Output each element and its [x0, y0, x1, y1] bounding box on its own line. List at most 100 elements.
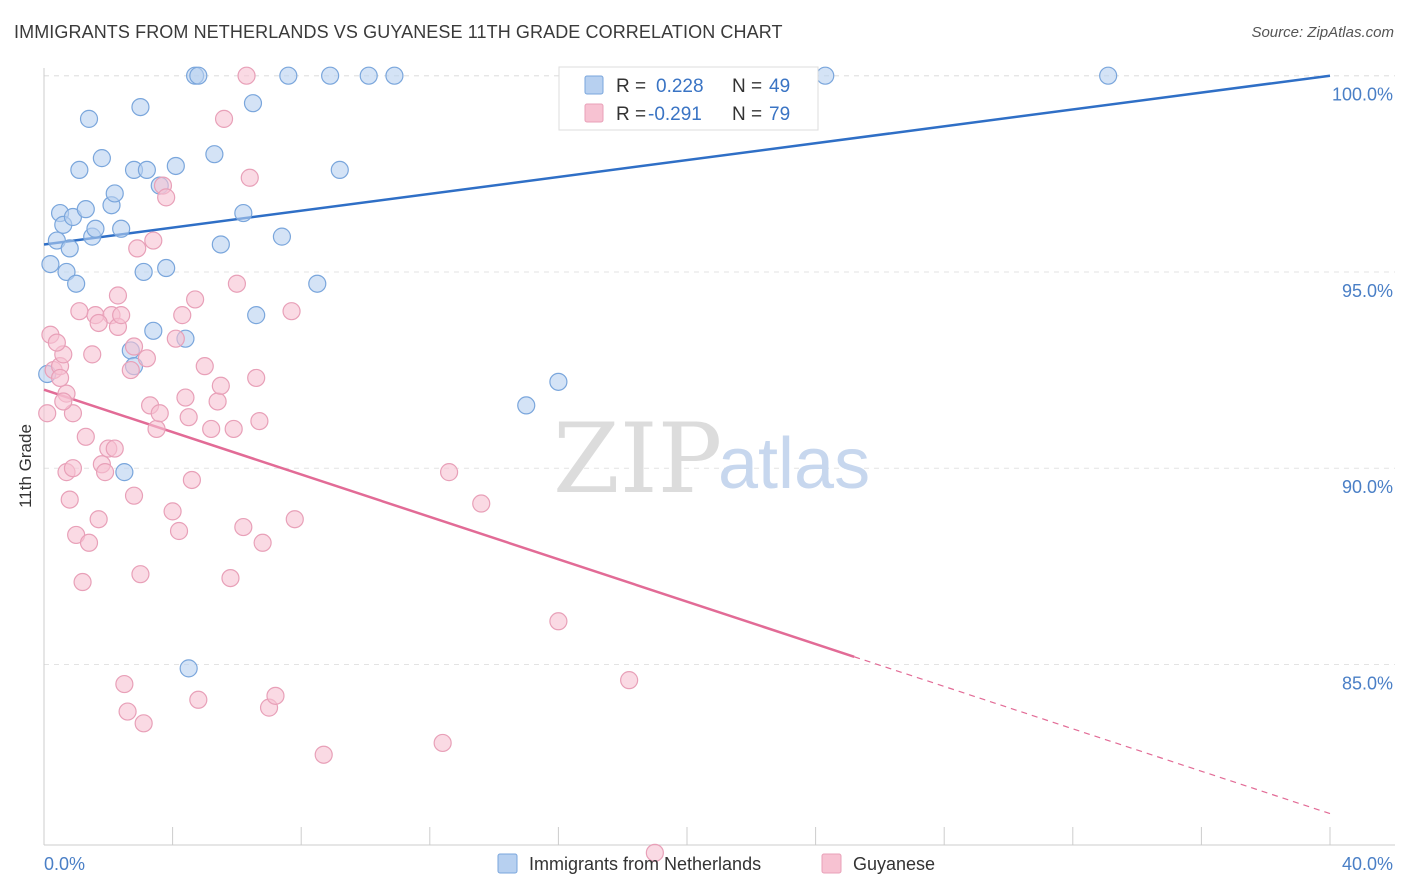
point-guyanese	[266, 686, 285, 705]
point-guyanese	[63, 404, 83, 423]
point-guyanese	[224, 419, 243, 439]
series-label-guyanese: Guyanese	[853, 854, 935, 874]
point-netherlands	[816, 66, 835, 85]
point-guyanese	[95, 463, 115, 482]
series-swatch-guyanese	[821, 853, 842, 874]
legend-n-label: N =	[732, 76, 762, 97]
watermark: ZIP atlas	[553, 403, 870, 515]
legend-r-value-guyanese: -0.291	[648, 104, 702, 125]
point-netherlands	[211, 235, 230, 254]
axes	[43, 68, 1395, 846]
legend-r-label: R =	[616, 104, 646, 125]
series-label-netherlands: Immigrants from Netherlands	[529, 854, 761, 874]
point-guyanese	[247, 368, 266, 388]
grid-lines	[44, 75, 1395, 665]
point-guyanese	[234, 517, 253, 537]
point-netherlands	[92, 149, 111, 168]
point-guyanese	[70, 302, 89, 321]
point-guyanese	[214, 109, 234, 128]
point-netherlands	[359, 66, 378, 85]
point-guyanese	[182, 470, 201, 490]
point-netherlands	[76, 200, 95, 219]
point-netherlands	[179, 659, 198, 678]
trend-line-extension-guyanese	[853, 656, 1331, 815]
point-guyanese	[549, 612, 568, 631]
watermark-atlas: atlas	[718, 424, 870, 504]
point-netherlands	[86, 219, 105, 238]
point-guyanese	[137, 349, 156, 368]
point-netherlands	[234, 203, 253, 223]
point-guyanese	[189, 690, 208, 709]
point-guyanese	[237, 66, 256, 85]
y-tick-label: 90.0%	[1342, 477, 1393, 497]
point-netherlands	[134, 262, 153, 282]
point-netherlands	[112, 219, 131, 238]
point-guyanese	[150, 404, 169, 423]
point-guyanese	[221, 568, 240, 588]
point-guyanese	[60, 490, 79, 509]
source-label: Source: ZipAtlas.com	[1251, 24, 1394, 41]
point-netherlands	[205, 145, 224, 164]
point-guyanese	[433, 733, 452, 753]
legend-swatch-guyanese	[584, 103, 604, 123]
y-tick-label: 95.0%	[1342, 281, 1393, 301]
point-netherlands	[1099, 66, 1118, 85]
point-guyanese	[47, 333, 66, 352]
point-guyanese	[282, 302, 301, 321]
point-guyanese	[208, 392, 227, 411]
point-guyanese	[250, 412, 269, 431]
legend-n-value-netherlands: 49	[769, 76, 790, 97]
point-netherlands	[41, 255, 60, 274]
point-guyanese	[179, 408, 198, 427]
trend-lines	[43, 74, 1331, 815]
point-guyanese	[54, 392, 73, 411]
x-tick-label: 40.0%	[1342, 854, 1393, 874]
point-netherlands	[115, 463, 134, 482]
series-legend: Immigrants from Netherlands Guyanese	[497, 853, 935, 874]
point-guyanese	[89, 510, 108, 529]
legend-r-value-netherlands: 0.228	[656, 76, 704, 97]
point-guyanese	[147, 419, 166, 439]
point-guyanese	[63, 459, 83, 478]
point-netherlands	[67, 274, 86, 293]
point-guyanese	[108, 286, 128, 305]
point-guyanese	[73, 572, 92, 592]
point-guyanese	[128, 239, 147, 258]
legend-swatch-netherlands	[584, 75, 604, 95]
point-netherlands	[308, 274, 327, 293]
point-guyanese	[211, 376, 230, 395]
point-guyanese	[83, 345, 102, 364]
point-netherlands	[247, 306, 266, 325]
point-netherlands	[272, 227, 292, 246]
point-netherlands	[70, 160, 89, 179]
point-guyanese	[89, 313, 108, 333]
point-guyanese	[144, 231, 163, 250]
point-guyanese	[76, 427, 95, 446]
point-guyanese	[645, 843, 664, 862]
point-guyanese	[115, 674, 134, 694]
point-guyanese	[240, 168, 259, 187]
point-guyanese	[227, 274, 246, 293]
trend-line-guyanese	[43, 388, 855, 658]
point-guyanese	[105, 439, 124, 458]
y-tick-label: 85.0%	[1342, 673, 1393, 693]
point-netherlands	[57, 262, 76, 282]
point-guyanese	[112, 306, 131, 325]
point-netherlands	[131, 97, 150, 117]
point-netherlands	[549, 372, 568, 391]
point-netherlands	[330, 160, 349, 179]
trend-line-netherlands	[43, 74, 1331, 246]
point-guyanese	[157, 188, 176, 207]
point-guyanese	[163, 502, 182, 521]
point-netherlands	[105, 184, 124, 203]
series-swatch-netherlands	[497, 853, 518, 874]
legend-r-label: R =	[616, 76, 646, 97]
point-guyanese	[131, 565, 150, 584]
legend: R = 0.228 N = 49 R = -0.291 N = 79	[558, 66, 819, 131]
y-tick-label: 100.0%	[1332, 85, 1393, 105]
point-guyanese	[314, 745, 333, 764]
data-points	[38, 66, 1118, 862]
point-guyanese	[620, 671, 639, 690]
point-guyanese	[121, 360, 140, 380]
